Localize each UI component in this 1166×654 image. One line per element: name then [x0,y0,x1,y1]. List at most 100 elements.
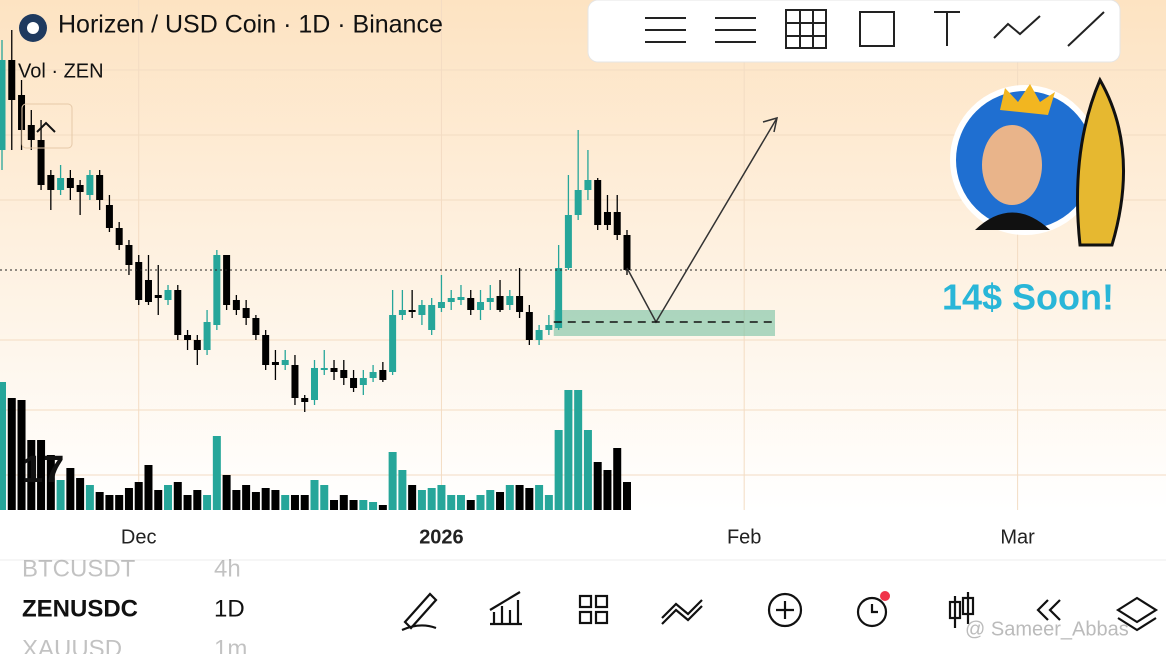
candle-body [350,378,358,388]
candle-body [516,296,524,312]
alert-dot [880,591,890,601]
candle-body [271,362,279,365]
symbol: BTCUSDT [22,555,136,582]
volume-bar [154,490,163,510]
volume-bar [339,495,348,510]
volume-bar [76,478,85,510]
candle-body [57,178,65,190]
volume-bar [369,502,378,510]
volume-bar [466,500,475,510]
candle-body [623,235,631,270]
volume-bar [164,485,173,510]
candle-body [301,398,309,402]
volume-bar [388,452,397,510]
volume-bar [56,480,65,510]
volume-bar [300,495,309,510]
volume-bar [27,440,36,510]
candle-body [535,330,543,340]
candle-body [603,212,611,225]
candle-body [115,228,123,245]
volume-bar [456,495,465,510]
candle-body [359,378,367,385]
candle-body [66,178,74,188]
candle-body [496,296,504,310]
volume-bar [232,490,241,510]
volume-bar [554,430,563,510]
collapse-icon [36,121,56,133]
volume-bar [613,448,622,510]
volume-bar [359,500,368,510]
candle-body [174,290,182,335]
candle-body [418,305,426,315]
volume-bar [95,492,104,510]
volume-bar [310,480,319,510]
candle-body [486,298,494,302]
candle-body [310,368,318,400]
volume-bar [564,390,573,510]
volume-bar [583,430,592,510]
candle-body [594,180,602,225]
candle-body [27,125,35,140]
annotation: 14$ Soon! [942,277,1114,318]
volume-bar [242,485,251,510]
volume-bar [66,468,75,510]
volume-bar [486,490,495,510]
volume-bar [398,470,407,510]
x-tick-label: 2026 [419,526,464,548]
volume-bar [7,398,16,510]
volume-bar [183,495,192,510]
candle-body [574,190,582,215]
volume-bar [378,505,387,510]
candle-body [330,368,338,372]
x-tick-label: Dec [121,526,157,548]
volume-bar [476,495,485,510]
volume-bar [85,485,94,510]
volume-bar [144,465,153,510]
volume-bar [535,485,544,510]
volume-bar [37,440,46,510]
symbol: ZENUSDC [22,595,138,622]
candle-body [340,370,348,378]
candle-body [506,296,514,305]
candle-body [467,298,475,310]
interval: 1D [214,595,245,622]
volume-label: Vol · ZEN [18,60,104,82]
candle-body [96,175,104,200]
volume-bar [622,482,631,510]
candle-body [369,372,377,378]
candle-body [555,268,563,328]
volume-bar [544,495,553,510]
candle-body [232,300,240,310]
volume-bar [349,500,358,510]
volume-bar [193,490,202,510]
candle-body [8,60,16,100]
volume-bar [173,482,182,510]
watermark: @ Sameer_Abbas [965,618,1129,640]
volume-bar [115,495,124,510]
avatar-crown [1000,84,1055,115]
candle-body [252,318,260,335]
volume-bar [515,485,524,510]
candle-body [437,302,445,308]
candle-body [193,340,201,350]
candle-body [447,298,455,302]
candle-body [525,312,533,340]
collapse-button[interactable] [21,103,73,149]
volume-bar [427,488,436,510]
candle-body [428,305,436,330]
candle-body [164,290,172,300]
volume-bar [330,500,339,510]
candle-body [613,212,621,235]
candle-body [398,310,406,315]
candle-body [545,325,553,330]
volume-bar [0,382,6,510]
candle-body [379,370,387,380]
volume-bar [447,495,456,510]
volume-bar [261,488,270,510]
avatar-face [982,125,1042,205]
candle-body [457,297,465,300]
arrow-head [762,116,778,133]
volume-bar [603,470,612,510]
volume-bar [105,495,114,510]
candle-body [223,255,231,305]
